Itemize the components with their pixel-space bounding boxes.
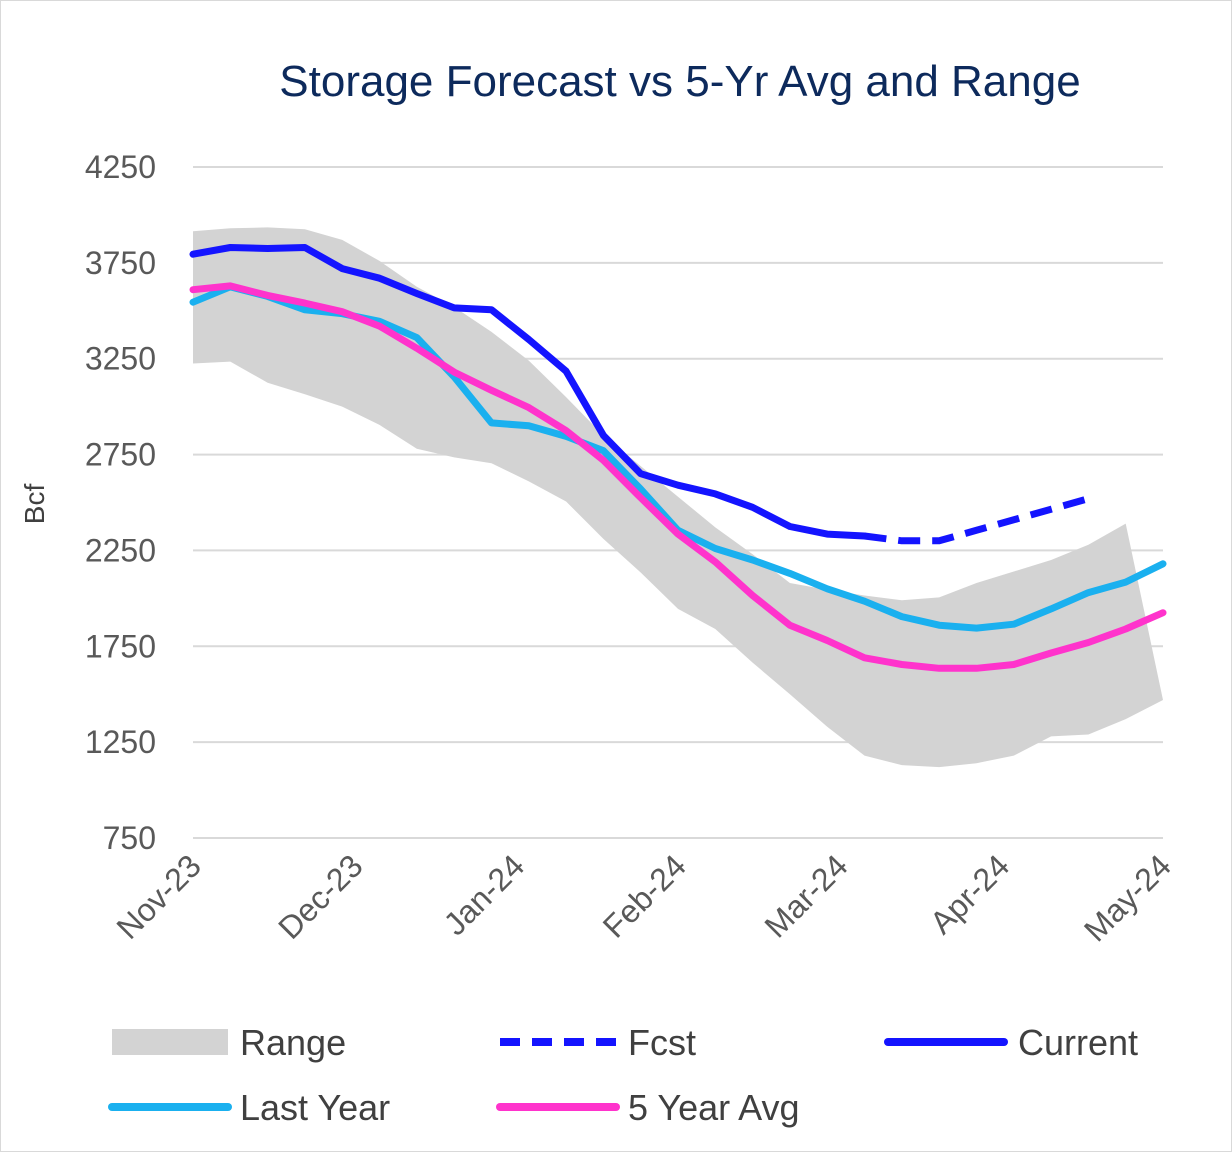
y-axis-ticks: 750 1250 1750 2250 2750 3250 3750 4250 [85, 149, 156, 856]
y-tick-label: 4250 [85, 149, 156, 185]
legend-label: Last Year [240, 1087, 390, 1128]
legend-swatch-range [112, 1029, 228, 1055]
y-tick-label: 2250 [85, 532, 156, 568]
legend-label: Fcst [628, 1022, 696, 1063]
series-line-5-year-avg [189, 282, 1167, 672]
series-line-fcst [864, 495, 1090, 545]
y-tick-label: 2750 [85, 437, 156, 473]
x-tick-label: Nov-23 [110, 847, 208, 945]
legend-label: 5 Year Avg [628, 1087, 800, 1128]
y-tick-label: 3750 [85, 245, 156, 281]
x-tick-label: Dec-23 [271, 847, 369, 945]
x-tick-label: Mar-24 [757, 847, 854, 944]
y-axis-label: Bcf [19, 484, 50, 525]
x-tick-label: Feb-24 [596, 847, 693, 944]
chart-title: Storage Forecast vs 5-Yr Avg and Range [279, 57, 1080, 106]
x-tick-label: Apr-24 [923, 847, 1016, 940]
x-tick-label: Jan-24 [437, 847, 532, 942]
y-tick-label: 1250 [85, 724, 156, 760]
legend-label: Current [1018, 1022, 1138, 1063]
y-tick-label: 750 [103, 820, 156, 856]
x-tick-label: May-24 [1077, 847, 1178, 948]
y-tick-label: 3250 [85, 341, 156, 377]
series-layer [189, 244, 1167, 672]
x-axis-ticks: Nov-23 Dec-23 Jan-24 Feb-24 Mar-24 Apr-24 May-… [110, 847, 1178, 948]
legend: Range Fcst Current Last Year 5 Year Avg [108, 1022, 1138, 1128]
legend-label: Range [240, 1022, 346, 1063]
series-line-current [189, 244, 868, 540]
y-tick-label: 1750 [85, 628, 156, 664]
